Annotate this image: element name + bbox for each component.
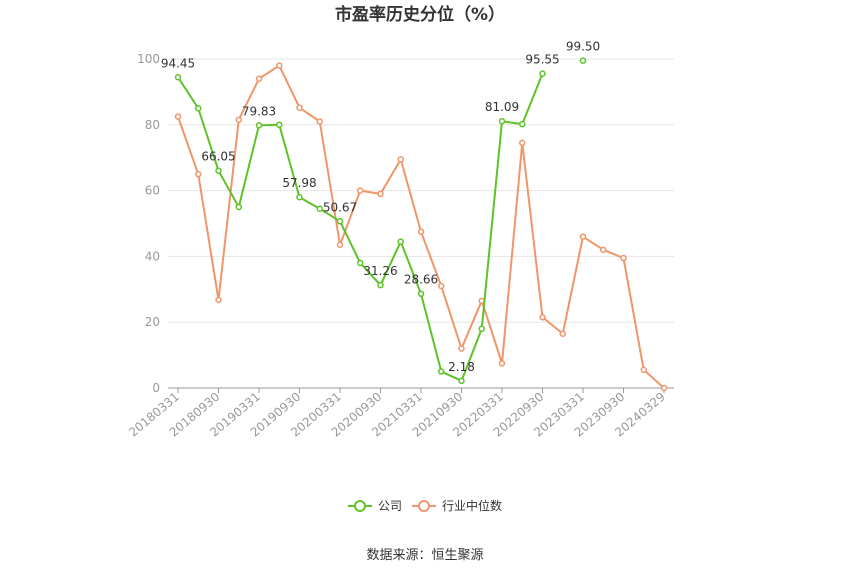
data-point [559,330,566,337]
data-label: 95.55 [525,53,559,67]
data-point [640,366,647,374]
data-point [296,193,303,201]
legend-marker-industry [418,500,430,512]
data-point [195,170,202,178]
series-line [177,73,544,382]
data-label: 79.83 [242,104,276,118]
data-point [417,228,425,235]
data-label: 28.66 [404,273,438,287]
data-point [174,113,182,120]
data-label: 94.45 [161,56,195,70]
data-point [215,296,222,304]
data-point [195,105,202,112]
data-point [397,156,404,163]
data-point [316,118,323,125]
data-label: 2.18 [448,360,475,374]
data-point [255,122,263,129]
y-tick-label: 100 [137,52,160,66]
data-point [276,121,283,129]
y-tick-label: 20 [145,315,160,329]
data-point [377,190,384,198]
legend-marker-company [354,500,366,512]
data-label: 57.98 [282,176,316,190]
series-industry [174,62,668,392]
legend-item-industry[interactable]: 行业中位数 [412,498,502,513]
data-point [438,282,445,290]
data-point [519,120,526,128]
series-company [174,57,587,385]
data-point [357,187,364,194]
data-point [600,246,607,254]
data-source: 数据来源：恒生聚源 [366,548,483,563]
data-point [235,203,242,211]
data-point [215,167,222,174]
y-tick-label: 80 [145,118,160,132]
y-tick-label: 60 [145,184,160,198]
data-point [336,241,344,249]
data-point [539,314,546,321]
data-point [276,62,283,69]
data-label: 66.05 [201,150,235,164]
data-label: 31.26 [363,264,397,278]
legend-item-company[interactable]: 公司 [348,499,402,513]
data-label: 50.67 [323,200,357,214]
data-point [174,74,182,81]
data-point [397,238,404,245]
data-point [620,254,627,262]
data-label: 99.50 [566,40,600,54]
data-point [296,104,303,111]
grid-lines [168,58,674,323]
axes: 0204060801002018033120180930201903312019… [126,52,674,440]
data-point [579,57,587,64]
legend-label-industry: 行业中位数 [442,498,502,513]
data-point [438,368,445,375]
data-point [377,281,384,289]
legend-label-company: 公司 [378,499,402,513]
data-point [255,75,263,82]
chart-title: 市盈率历史分位（%） [335,4,505,25]
y-tick-label: 0 [152,381,160,395]
data-point [357,259,364,267]
data-point [660,384,668,392]
data-point [316,205,323,212]
data-point [417,290,425,297]
data-point [498,117,506,125]
series-group [174,57,668,392]
data-point [235,116,242,124]
data-point [458,345,465,352]
data-point [336,218,344,225]
data-labels: 94.45 66.05 79.83 57.98 50.67 31.26 28.66 2.18 8… [161,40,600,374]
y-tick-label: 40 [145,249,160,263]
data-label: 81.09 [485,100,519,114]
data-point [498,360,506,367]
data-point [539,70,546,77]
legend[interactable]: 公司 行业中位数 [348,498,502,513]
data-point [579,233,587,240]
data-point [458,377,465,385]
data-point [478,325,485,333]
data-point [519,139,526,147]
